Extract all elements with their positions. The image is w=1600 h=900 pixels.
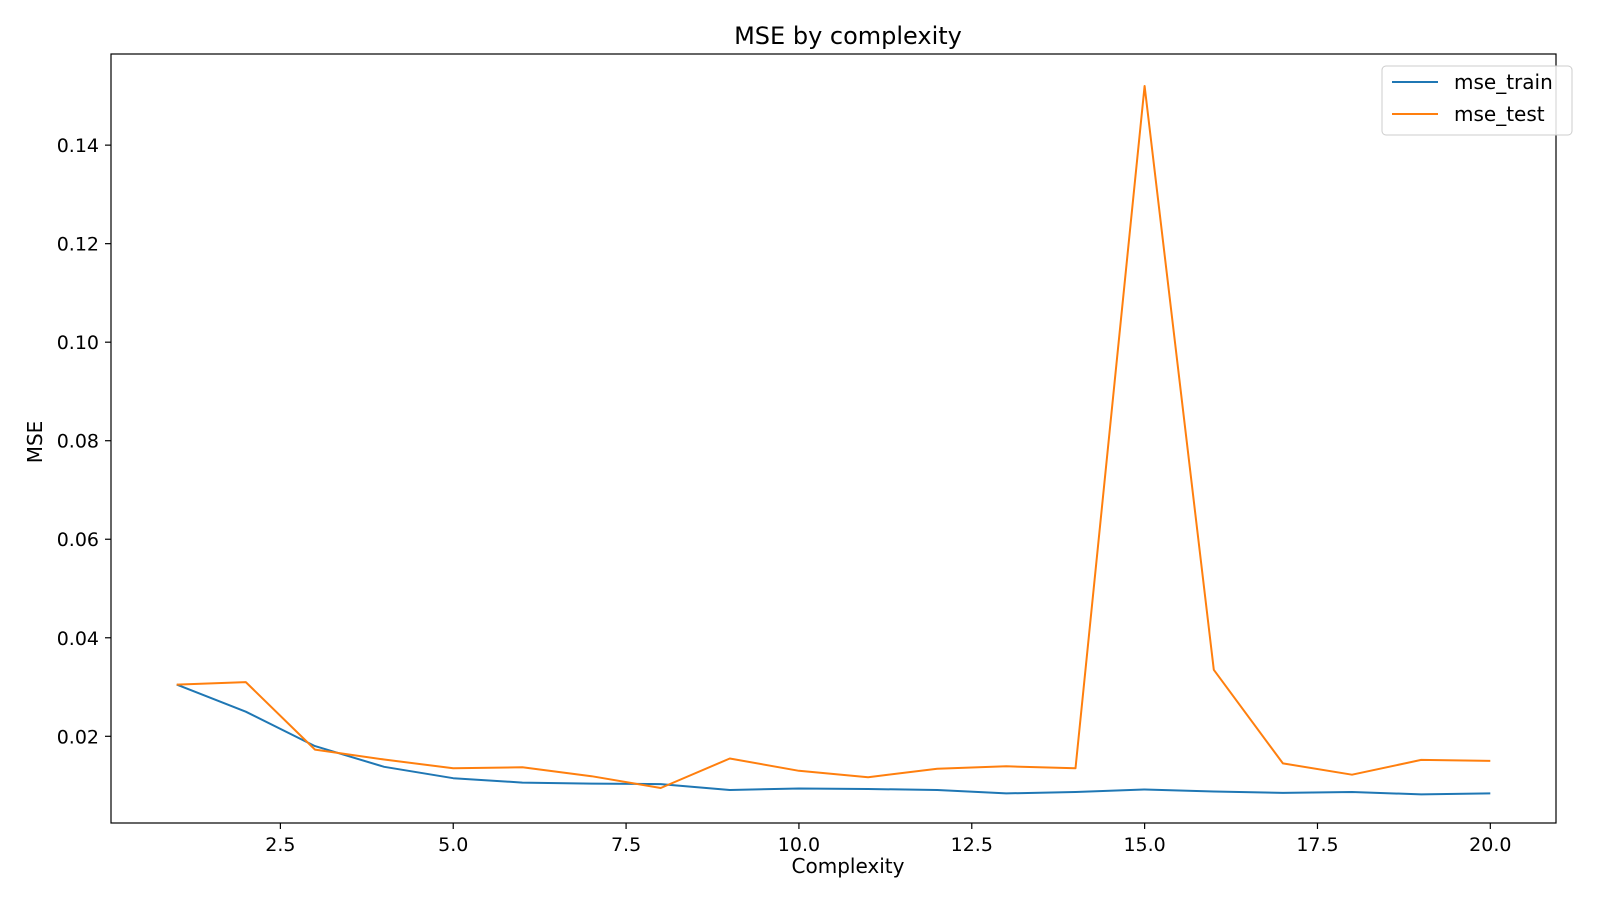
chart-title: MSE by complexity [734, 22, 962, 50]
series-line-mse-test [176, 85, 1491, 789]
x-tick-label: 2.5 [265, 834, 295, 856]
series-line-mse-train [176, 683, 1491, 796]
y-tick-label: 0.02 [57, 726, 99, 748]
x-tick-label: 17.5 [1296, 834, 1338, 856]
x-axis-title: Complexity [792, 854, 905, 878]
y-tick-label: 0.14 [57, 135, 99, 157]
y-axis-title: MSE [23, 421, 47, 464]
plot-area [110, 53, 1557, 824]
y-tick-label: 0.08 [57, 431, 99, 453]
legend-box [1381, 65, 1573, 136]
x-tick-label: 15.0 [1123, 834, 1165, 856]
x-tick-label: 20.0 [1469, 834, 1511, 856]
x-tick-label: 12.5 [951, 834, 993, 856]
y-tick-label: 0.06 [57, 529, 99, 551]
x-axis: 2.5 5.0 7.5 10.0 12.5 15.0 17.5 20.0 [265, 823, 1511, 856]
legend-label-mse-train: mse_train [1454, 70, 1553, 94]
series-layer [176, 85, 1491, 796]
y-axis: 0.02 0.04 0.06 0.08 0.10 0.12 0.14 [57, 135, 111, 748]
plot-frame [110, 53, 1557, 824]
y-tick-label: 0.12 [57, 234, 99, 256]
y-tick-label: 0.10 [57, 332, 99, 354]
x-tick-label: 10.0 [778, 834, 820, 856]
y-tick-label: 0.04 [57, 628, 99, 650]
legend-label-mse-test: mse_test [1454, 102, 1545, 126]
legend: mse_train mse_test [1381, 65, 1573, 136]
x-tick-label: 7.5 [611, 834, 641, 856]
x-tick-label: 5.0 [438, 834, 468, 856]
